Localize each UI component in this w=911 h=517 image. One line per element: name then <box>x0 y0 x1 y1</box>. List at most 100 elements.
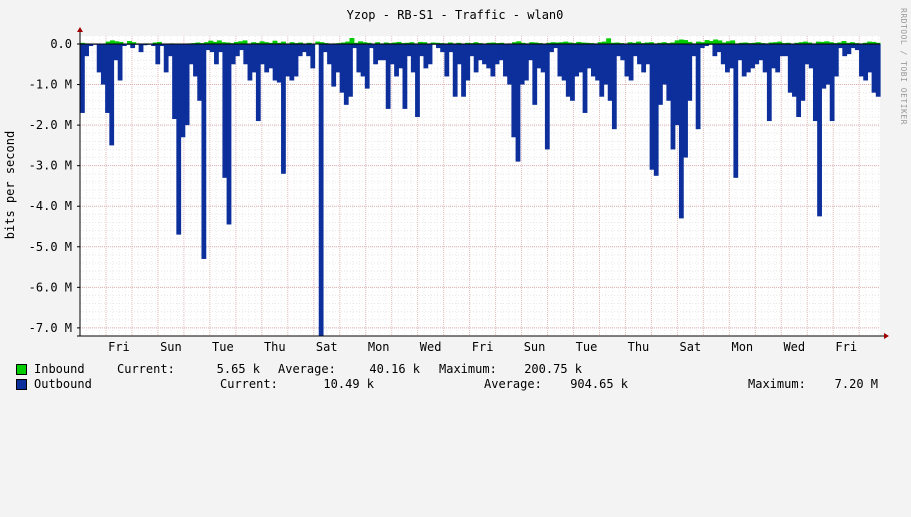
inbound-bar <box>422 42 428 44</box>
outbound-bar <box>532 44 538 105</box>
outbound-bar <box>620 44 626 61</box>
outbound-bar <box>754 44 760 65</box>
outbound-bar <box>205 44 211 51</box>
outbound-bar <box>272 44 278 81</box>
outbound-bar <box>301 44 307 53</box>
outbound-maximum-value: 7.20 M <box>834 377 878 391</box>
inbound-bar <box>383 42 389 44</box>
inbound-bar <box>687 41 693 44</box>
y-tick-label: -4.0 M <box>29 199 72 213</box>
inbound-bar <box>751 42 757 44</box>
outbound-bar <box>854 44 860 51</box>
outbound-bar <box>498 44 504 61</box>
inbound-bar <box>550 42 556 44</box>
outbound-bar <box>209 44 215 53</box>
outbound-bar <box>850 44 856 49</box>
inbound-bar <box>798 42 804 44</box>
outbound-bar <box>96 44 102 73</box>
x-tick-label: Sun <box>524 340 546 354</box>
inbound-bar <box>845 42 851 44</box>
outbound-bar <box>297 44 303 57</box>
outbound-bar <box>804 44 810 65</box>
outbound-bar <box>712 44 718 57</box>
inbound-bar <box>375 42 381 44</box>
outbound-bar <box>482 44 487 65</box>
outbound-bar <box>549 44 554 53</box>
outbound-bar <box>197 44 203 101</box>
outbound-bar <box>842 44 848 57</box>
outbound-bar <box>745 44 751 73</box>
inbound-bar <box>486 42 492 44</box>
inbound-bar <box>512 42 517 44</box>
inbound-bar <box>435 42 440 44</box>
inbound-bar <box>263 42 269 44</box>
outbound-bar <box>159 44 165 47</box>
inbound-bar <box>696 41 701 44</box>
inbound-bar <box>105 41 111 44</box>
outbound-bar <box>846 44 852 55</box>
inbound-bar <box>755 42 761 44</box>
outbound-bar <box>113 44 119 61</box>
chart-frame: Yzop - RB-S1 - Traffic - wlan0 bits per … <box>3 8 908 391</box>
outbound-bar <box>218 44 224 53</box>
outbound-bar <box>352 44 358 49</box>
outbound-bar <box>775 44 781 73</box>
outbound-bar <box>310 44 316 69</box>
outbound-bar <box>838 44 843 49</box>
outbound-bar <box>331 44 337 87</box>
inbound-bar <box>743 42 748 44</box>
inbound-bar <box>824 41 830 44</box>
inbound-bar <box>127 41 132 44</box>
outbound-bar <box>637 44 642 65</box>
outbound-bar <box>582 44 588 113</box>
x-tick-label: Fri <box>472 340 494 354</box>
outbound-bar <box>678 44 684 219</box>
outbound-bar <box>658 44 663 105</box>
outbound-bar <box>339 44 345 93</box>
inbound-swatch <box>16 364 27 375</box>
inbound-bar <box>867 41 873 44</box>
inbound-bar <box>807 42 813 44</box>
outbound-bar <box>792 44 797 97</box>
outbound-bar <box>226 44 232 225</box>
outbound-bar <box>540 44 546 73</box>
outbound-bar <box>833 44 839 77</box>
outbound-bar <box>486 44 492 69</box>
outbound-bar <box>578 44 584 73</box>
outbound-bar <box>687 44 693 101</box>
outbound-bar <box>327 44 332 65</box>
outbound-bar <box>624 44 630 77</box>
outbound-bar <box>109 44 115 146</box>
inbound-bar <box>289 42 295 44</box>
outbound-bar <box>389 44 395 65</box>
outbound-bar <box>716 44 722 53</box>
inbound-bar <box>610 42 616 44</box>
inbound-bar <box>794 42 800 44</box>
x-tick-label: Sat <box>680 340 702 354</box>
inbound-bar <box>597 42 603 44</box>
inbound-bar <box>584 42 590 44</box>
x-tick-label: Fri <box>108 340 130 354</box>
outbound-bar <box>243 44 249 65</box>
outbound-bar <box>771 44 776 69</box>
inbound-bar <box>871 41 877 44</box>
outbound-bar <box>490 44 496 77</box>
inbound-bar <box>157 41 162 44</box>
outbound-bar <box>574 44 580 77</box>
inbound-bar <box>447 42 453 44</box>
outbound-bar <box>779 44 785 57</box>
outbound-bar <box>373 44 378 65</box>
outbound-bar <box>88 44 94 47</box>
outbound-bar <box>402 44 408 109</box>
inbound-bar <box>353 42 359 44</box>
inbound-bar <box>661 42 667 44</box>
inbound-bar <box>559 42 565 44</box>
outbound-bar <box>364 44 370 89</box>
outbound-bar <box>377 44 383 61</box>
x-tick-label: Sun <box>160 340 182 354</box>
inbound-bar <box>490 42 496 44</box>
y-tick-label: -6.0 M <box>29 280 72 294</box>
y-tick-labels: 0.0 -1.0 M -2.0 M -3.0 M -4.0 M -5.0 M -6.0 M -… <box>29 37 80 335</box>
outbound-bar <box>360 44 366 77</box>
outbound-bar <box>733 44 739 178</box>
